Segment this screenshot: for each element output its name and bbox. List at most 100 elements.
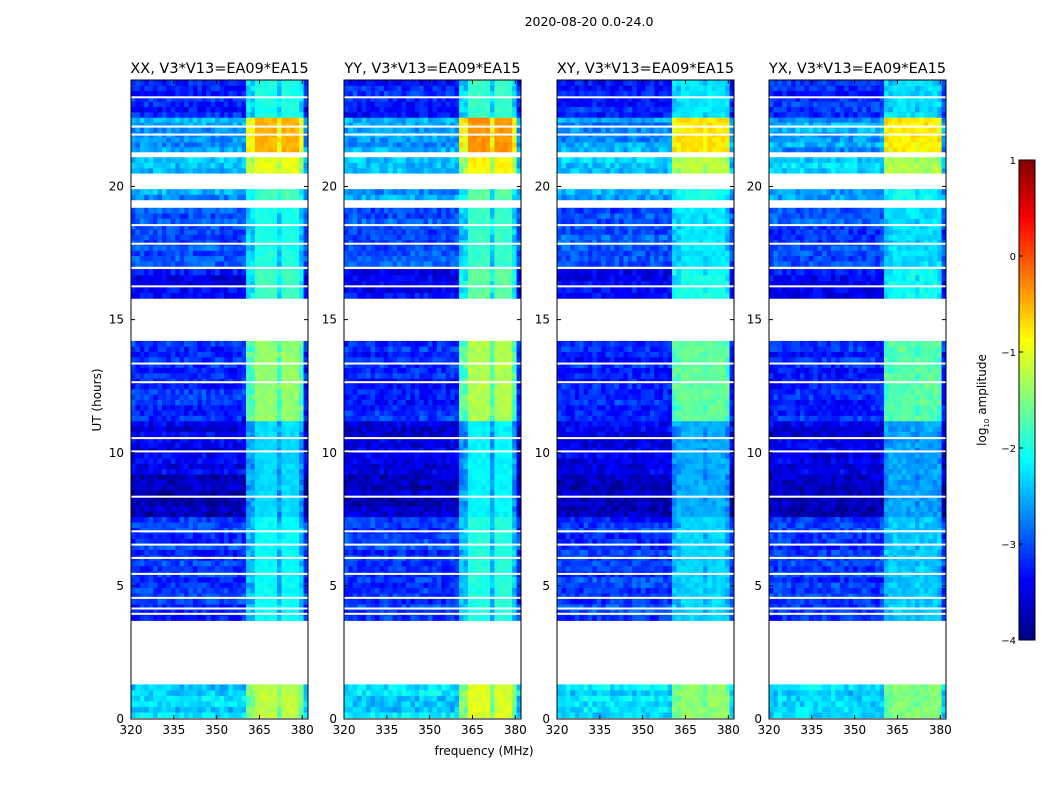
heatmap-cell <box>210 684 216 691</box>
heatmap-cell <box>223 269 229 276</box>
heatmap-cell <box>436 533 442 539</box>
heatmap-cell <box>161 420 167 427</box>
heatmap-cell <box>241 609 247 616</box>
heatmap-cell <box>228 356 234 363</box>
heatmap-cell <box>268 194 274 201</box>
heatmap-cell <box>210 404 216 411</box>
heatmap-cell <box>281 522 287 528</box>
heatmap-cell <box>428 522 433 528</box>
heatmap-cell <box>188 286 194 293</box>
heatmap-cell <box>139 383 145 390</box>
heatmap-cell <box>166 399 172 406</box>
heatmap-cell <box>179 388 185 395</box>
heatmap-cell <box>157 167 163 174</box>
heatmap-cell <box>237 117 243 123</box>
heatmap-cell <box>259 255 265 262</box>
heatmap-cell <box>232 101 238 108</box>
heatmap-cell <box>228 533 234 539</box>
heatmap-cell <box>285 356 291 363</box>
heatmap-cell <box>179 106 185 113</box>
heatmap-cell <box>467 695 473 702</box>
heatmap-cell <box>197 388 203 395</box>
heatmap-cell <box>219 394 225 400</box>
heatmap-cell <box>215 684 220 691</box>
heatmap-cell <box>494 593 500 600</box>
heatmap-cell <box>294 538 300 545</box>
heatmap-cell <box>237 346 243 352</box>
heatmap-cell <box>476 506 482 512</box>
heatmap-cell <box>232 495 238 502</box>
heatmap-cell <box>246 362 251 368</box>
heatmap-cell <box>135 146 141 153</box>
heatmap-cell <box>139 490 145 496</box>
heatmap-cell <box>161 511 167 518</box>
heatmap-cell <box>166 484 172 491</box>
heatmap-cell <box>237 533 243 539</box>
heatmap-cell <box>454 701 460 707</box>
heatmap-cell <box>436 587 442 594</box>
heatmap-cell <box>246 463 251 470</box>
heatmap-cell <box>254 394 260 400</box>
heatmap-cell <box>383 582 389 589</box>
heatmap-cell <box>184 458 189 464</box>
heatmap-cell <box>161 582 167 589</box>
heatmap-cell <box>215 522 220 528</box>
heatmap-cell <box>410 576 416 583</box>
heatmap-cell <box>401 701 407 707</box>
heatmap-cell <box>277 431 282 438</box>
heatmap-cell <box>215 189 220 195</box>
heatmap-cell <box>268 684 274 691</box>
heatmap-cell <box>467 615 473 621</box>
heatmap-cell <box>188 146 194 153</box>
heatmap-cell <box>223 239 229 246</box>
heatmap-cell <box>299 117 304 123</box>
heatmap-cell <box>175 452 181 459</box>
heatmap-cell <box>175 495 181 502</box>
heatmap-cell <box>285 431 291 438</box>
heatmap-cell <box>370 587 376 594</box>
heatmap-cell <box>463 490 469 496</box>
heatmap-cell <box>259 157 265 163</box>
heatmap-cell <box>285 250 291 257</box>
heatmap-cell <box>476 522 482 528</box>
heatmap-cell <box>441 565 447 572</box>
heatmap-cell <box>237 351 243 358</box>
heatmap-cell <box>210 388 216 395</box>
heatmap-cell <box>157 431 163 438</box>
heatmap-cell <box>294 367 300 374</box>
heatmap-cell <box>161 122 167 128</box>
heatmap-cell <box>303 615 309 621</box>
heatmap-cell <box>250 604 256 610</box>
heatmap-cell <box>357 609 363 616</box>
heatmap-cell <box>281 712 287 719</box>
heatmap-cell <box>459 516 464 523</box>
heatmap-cell <box>237 340 243 347</box>
heatmap-cell <box>157 576 163 583</box>
heatmap-cell <box>512 593 517 600</box>
heatmap-cell <box>250 543 256 550</box>
heatmap-cell <box>503 587 509 594</box>
heatmap-cell <box>290 189 296 195</box>
heatmap-cell <box>232 229 238 235</box>
heatmap-cell <box>263 90 269 97</box>
heatmap-cell <box>467 533 473 539</box>
heatmap-cell <box>188 340 194 347</box>
heatmap-cell <box>294 127 300 133</box>
heatmap-cell <box>294 522 300 528</box>
heatmap-cell <box>166 362 172 368</box>
heatmap-cell <box>179 565 185 572</box>
heatmap-cell <box>428 506 433 512</box>
heatmap-cell <box>184 274 189 282</box>
heatmap-cell <box>148 340 154 347</box>
heatmap-cell <box>285 207 291 214</box>
heatmap-cell <box>139 394 145 400</box>
heatmap-cell <box>139 565 145 572</box>
heatmap-cell <box>370 560 376 567</box>
heatmap-cell <box>131 142 136 148</box>
heatmap-cell <box>481 593 487 600</box>
heatmap-cell <box>285 598 291 605</box>
heatmap-cell <box>241 431 247 438</box>
heatmap-cell <box>232 250 238 257</box>
heatmap-cell <box>192 399 198 406</box>
heatmap-cell <box>157 543 163 550</box>
